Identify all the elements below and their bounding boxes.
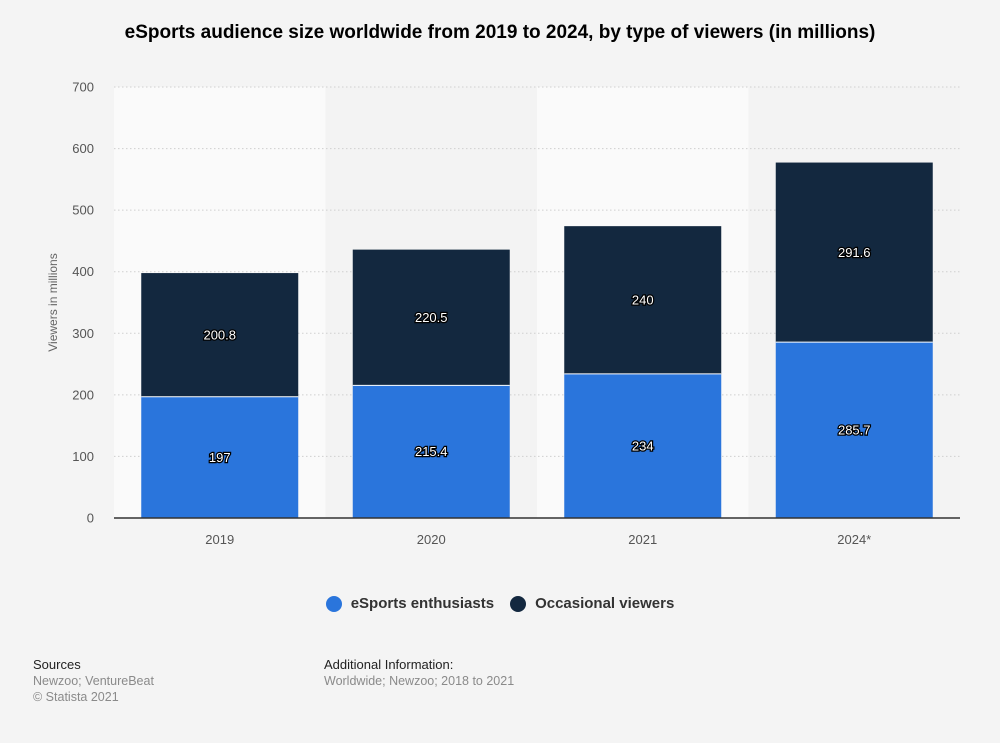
value-label-occasional: 240 — [632, 293, 654, 308]
value-label-enthusiasts: 215.4 — [415, 444, 448, 459]
bar-enthusiasts — [352, 385, 510, 518]
legend-item-enthusiasts[interactable]: eSports enthusiasts — [325, 595, 495, 612]
chart-title: eSports audience size worldwide from 201… — [124, 22, 876, 43]
bar-enthusiasts — [141, 396, 299, 518]
chart-plot: 0 100 200 300 400 500 600 700 197 200.8 215.4 220.… — [46, 80, 960, 547]
value-label-occasional: 200.8 — [203, 327, 236, 342]
y-axis-label: Viewers in millions — [46, 253, 60, 351]
bar-occasional — [775, 162, 933, 343]
value-label-enthusiasts: 197 — [209, 450, 231, 465]
y-tick-label: 100 — [72, 449, 94, 464]
x-tick-label: 2024* — [837, 532, 871, 547]
bar-occasional — [141, 273, 299, 397]
legend-dot-enthusiasts — [325, 595, 342, 612]
value-label-occasional: 291.6 — [838, 245, 871, 260]
x-tick-label: 2020 — [417, 532, 446, 547]
y-tick-label: 200 — [72, 387, 94, 402]
value-label-enthusiasts: 234 — [632, 438, 654, 453]
y-tick-label: 400 — [72, 264, 94, 279]
value-label-occasional: 220.5 — [415, 310, 448, 325]
sources-block: Sources Newzoo; VentureBeat © Statista 2… — [33, 657, 154, 705]
additional-info-line-1: Worldwide; Newzoo; 2018 to 2021 — [324, 674, 515, 688]
x-tick-label: 2021 — [628, 532, 657, 547]
y-tick-label: 500 — [72, 203, 94, 218]
additional-info-block: Additional Information: Worldwide; Newzo… — [324, 657, 514, 689]
y-tick-label: 700 — [72, 80, 94, 95]
bar-enthusiasts — [564, 373, 722, 518]
x-tick-label: 2019 — [205, 532, 234, 547]
bar-occasional — [564, 226, 722, 374]
sources-line-1: Newzoo; VentureBeat — [33, 674, 154, 688]
bar-occasional — [352, 249, 510, 386]
sources-heading: Sources — [33, 657, 81, 672]
legend-item-occasional[interactable]: Occasional viewers — [510, 595, 674, 612]
bar-enthusiasts — [775, 342, 933, 518]
sources-line-2: © Statista 2021 — [33, 690, 119, 704]
legend-dot-occasional — [510, 595, 527, 612]
y-tick-label: 600 — [72, 141, 94, 156]
value-label-enthusiasts: 285.7 — [838, 423, 871, 438]
y-tick-label: 0 — [87, 511, 94, 526]
y-tick-label: 300 — [72, 326, 94, 341]
additional-info-heading: Additional Information: — [324, 657, 454, 672]
chart-legend: eSports enthusiasts Occasional viewers — [0, 595, 1000, 612]
legend-label-occasional: Occasional viewers — [535, 595, 675, 612]
legend-label-enthusiasts: eSports enthusiasts — [350, 595, 495, 612]
